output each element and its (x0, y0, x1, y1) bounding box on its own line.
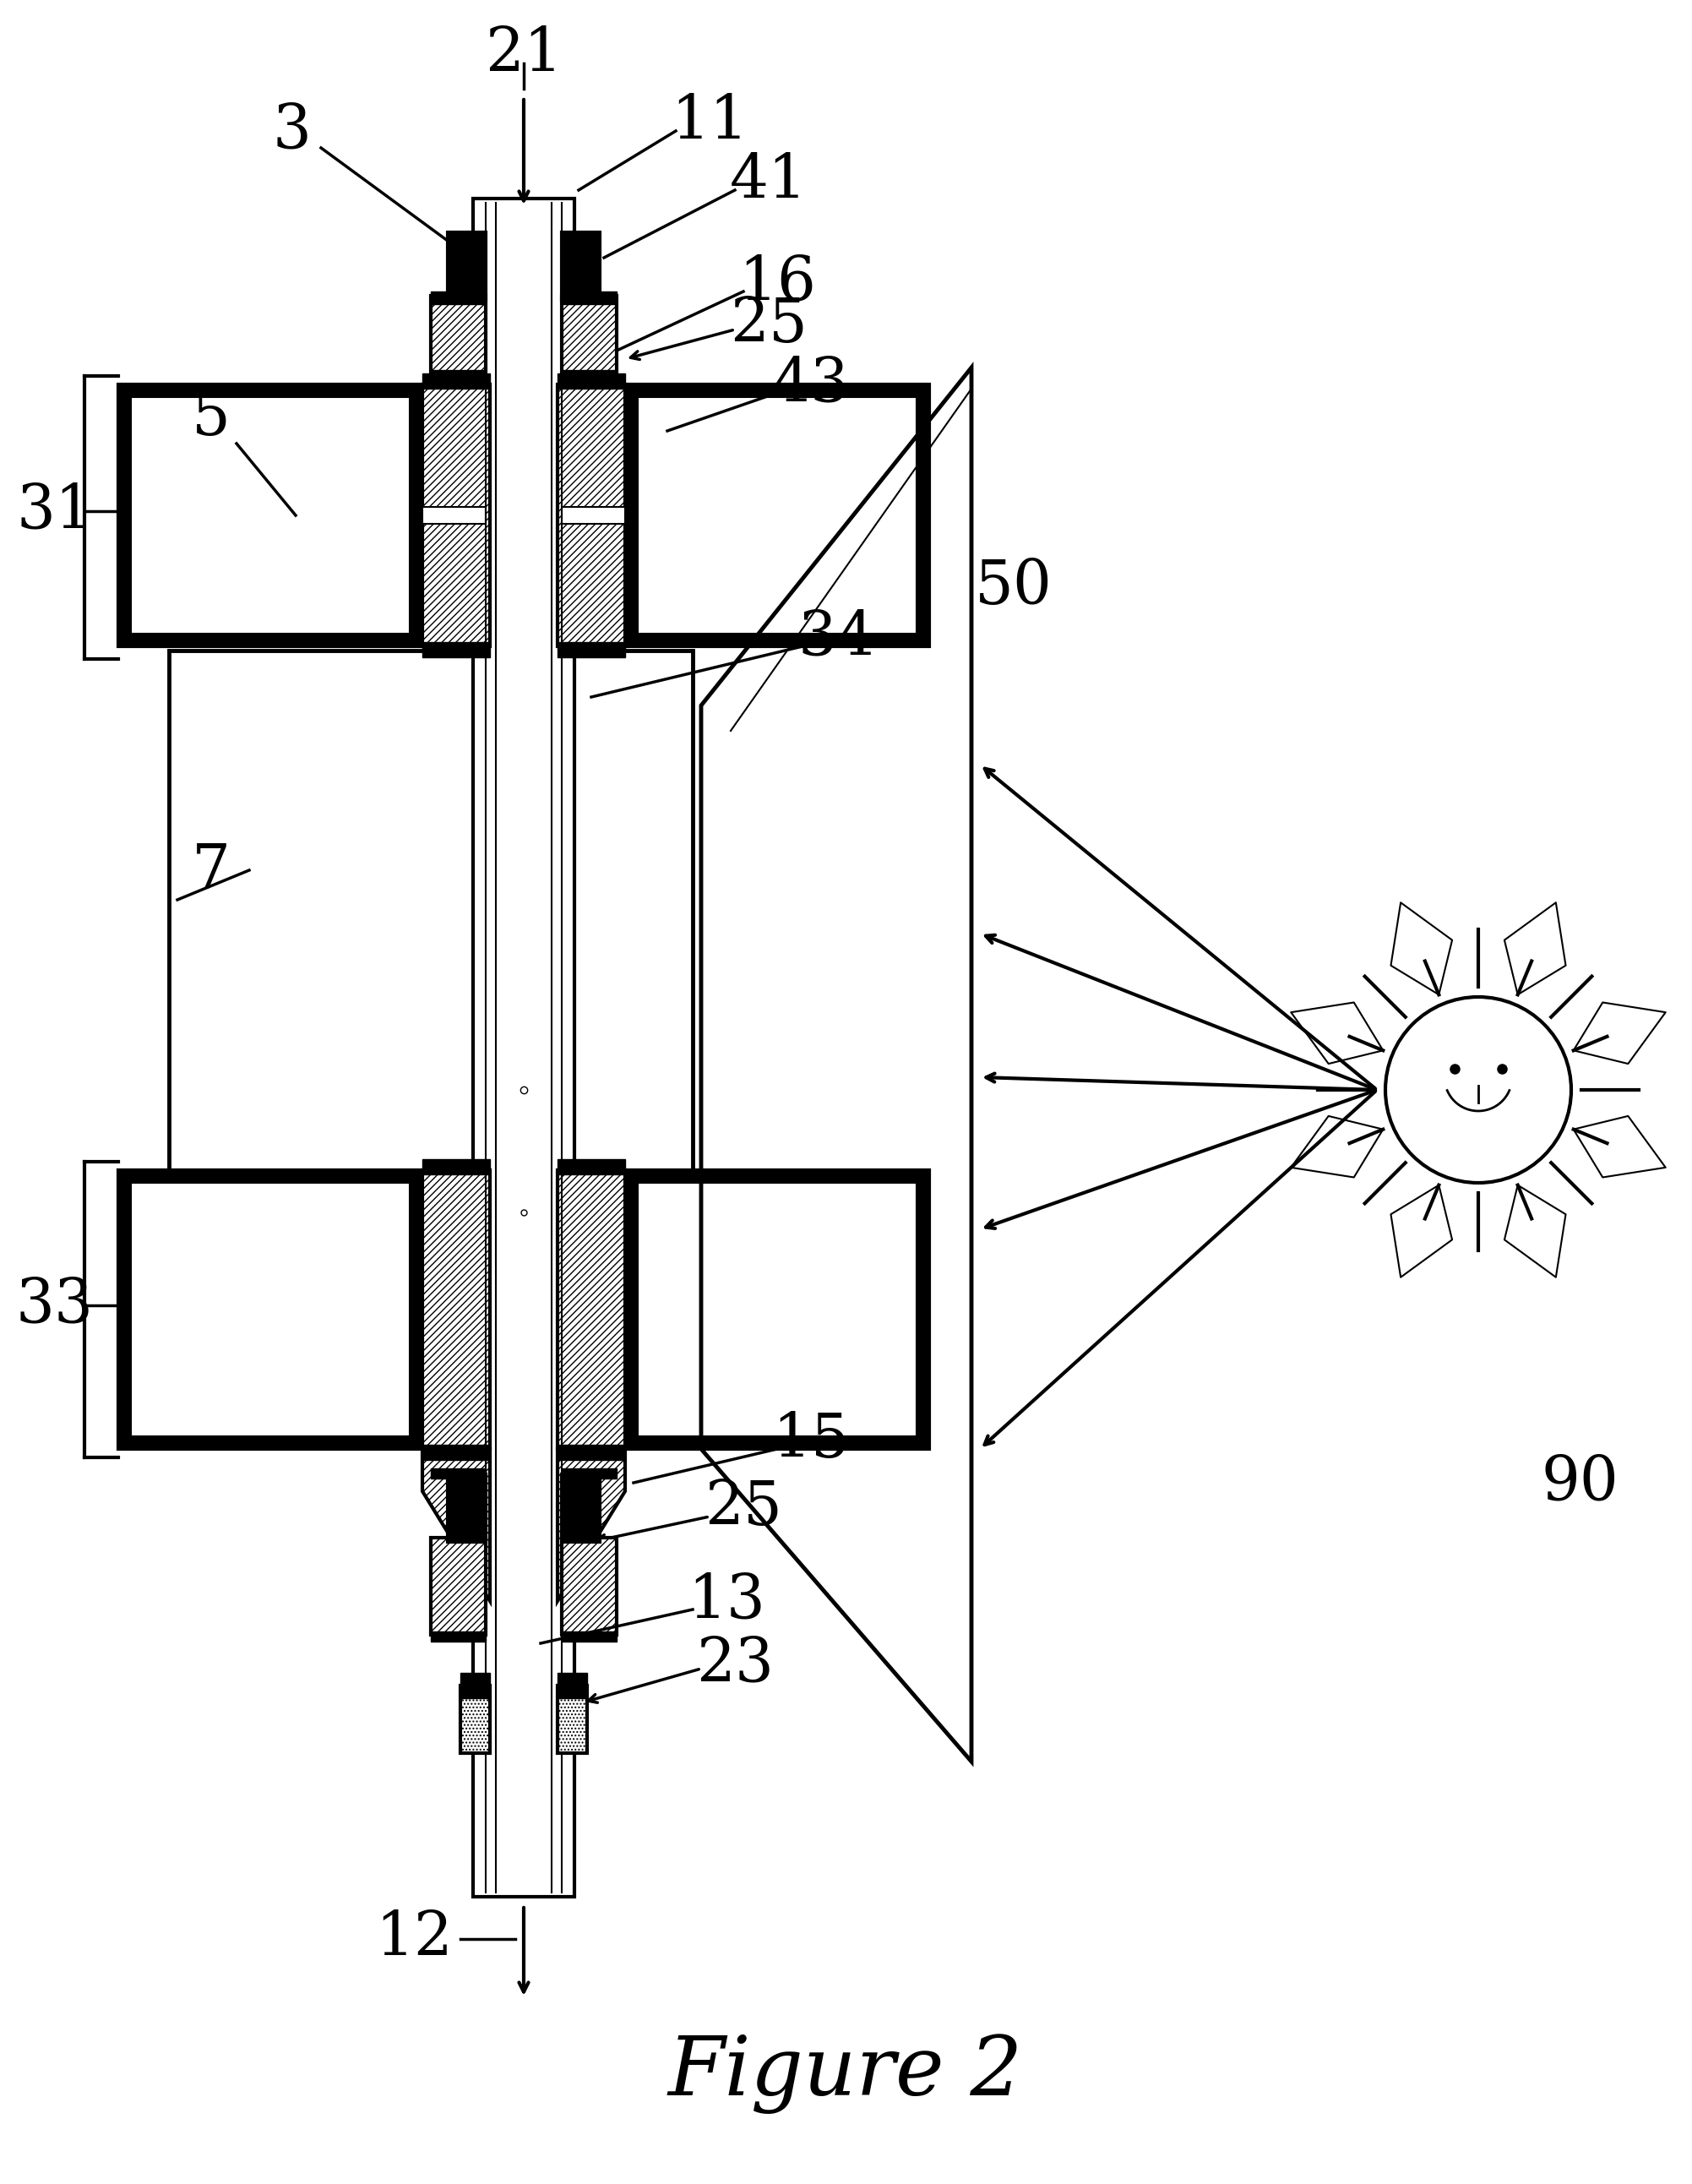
Bar (562, 295, 616, 376)
Bar (558, 1673, 587, 1699)
Bar (558, 1686, 587, 1754)
Text: 11: 11 (670, 92, 748, 153)
Bar (558, 373, 624, 389)
Bar (558, 384, 624, 646)
Bar (558, 1446, 624, 1459)
Text: 7: 7 (191, 841, 230, 900)
Bar (130, 1184, 409, 1437)
Bar (423, 507, 486, 524)
Bar (431, 369, 486, 380)
Text: 16: 16 (738, 253, 816, 312)
Bar (130, 397, 409, 633)
Text: Figure 2: Figure 2 (668, 2033, 1024, 2114)
Text: 31: 31 (17, 480, 93, 542)
Text: 25: 25 (729, 295, 807, 356)
Text: 13: 13 (687, 1570, 765, 1631)
Bar (431, 1468, 486, 1479)
Text: 33: 33 (15, 1275, 93, 1334)
Polygon shape (423, 1448, 491, 1601)
Bar (448, 1474, 486, 1542)
Circle shape (1386, 996, 1572, 1184)
Bar (431, 295, 486, 376)
Polygon shape (558, 1448, 624, 1601)
Bar (423, 373, 491, 389)
Text: 3: 3 (272, 100, 311, 162)
Bar (562, 1631, 616, 1642)
Text: 50: 50 (975, 557, 1052, 618)
Text: 21: 21 (486, 26, 562, 85)
Text: 90: 90 (1541, 1452, 1619, 1514)
Bar (558, 1160, 624, 1175)
Bar (474, 199, 574, 1896)
Bar (460, 1686, 491, 1754)
Bar (562, 290, 616, 304)
Text: 34: 34 (797, 607, 875, 668)
Bar (169, 651, 692, 1171)
Bar (562, 1468, 616, 1479)
Bar (423, 1171, 491, 1448)
Bar (423, 1160, 491, 1175)
Bar (431, 290, 486, 304)
Bar (562, 232, 599, 299)
Bar (118, 1171, 423, 1448)
Bar (562, 1538, 616, 1636)
Bar (562, 1474, 599, 1542)
Bar (638, 397, 917, 633)
Bar (448, 232, 486, 299)
Text: 23: 23 (695, 1634, 773, 1695)
Bar (638, 1184, 917, 1437)
Bar (431, 1631, 486, 1642)
Text: 5: 5 (191, 389, 230, 448)
Text: 15: 15 (772, 1411, 849, 1470)
Text: 43: 43 (772, 354, 849, 415)
Bar (423, 384, 491, 646)
Text: 25: 25 (704, 1479, 782, 1538)
Bar (460, 1673, 491, 1699)
Bar (423, 642, 491, 657)
Bar (558, 642, 624, 657)
Text: 41: 41 (729, 153, 807, 212)
Bar (558, 1171, 624, 1448)
Bar (431, 1538, 486, 1636)
Bar (118, 384, 423, 646)
Bar (423, 1446, 491, 1459)
Bar (562, 369, 616, 380)
Bar (624, 384, 929, 646)
Bar (562, 507, 624, 524)
Bar (624, 1171, 929, 1448)
Text: 12: 12 (376, 1909, 453, 1968)
